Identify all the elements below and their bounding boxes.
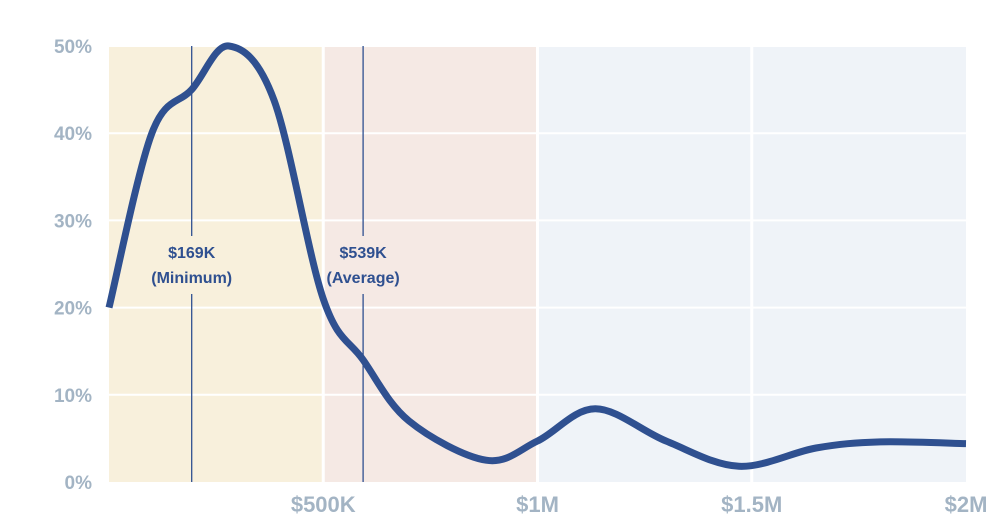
annotation-desc: (Average)	[326, 270, 399, 287]
y-tick-label: 10%	[54, 386, 92, 407]
gridlines	[109, 45, 966, 482]
x-axis-labels: $500K $1M $1.5M $2M	[291, 492, 988, 517]
y-tick-label: 30%	[54, 211, 92, 232]
annotation-labels: $169K (Minimum) $539K (Average)	[151, 245, 399, 287]
band-0	[109, 46, 324, 482]
annotation-value: $169K	[168, 245, 216, 262]
annotation-value: $539K	[340, 245, 388, 262]
x-tick-label: $1.5M	[721, 492, 782, 517]
x-tick-label: $2M	[945, 492, 988, 517]
x-tick-label: $500K	[291, 492, 356, 517]
y-tick-label: 50%	[54, 37, 92, 58]
y-tick-label: 40%	[54, 124, 92, 145]
x-tick-label: $1M	[516, 492, 559, 517]
y-axis-labels: 0% 10% 20% 30% 40% 50%	[54, 37, 92, 494]
y-tick-label: 20%	[54, 299, 92, 320]
band-1	[323, 46, 538, 482]
y-tick-label: 0%	[65, 473, 93, 494]
annotation-desc: (Minimum)	[151, 270, 232, 287]
distribution-curve	[105, 42, 967, 470]
annotation-lines	[191, 46, 364, 482]
price-range-bands	[109, 46, 966, 482]
